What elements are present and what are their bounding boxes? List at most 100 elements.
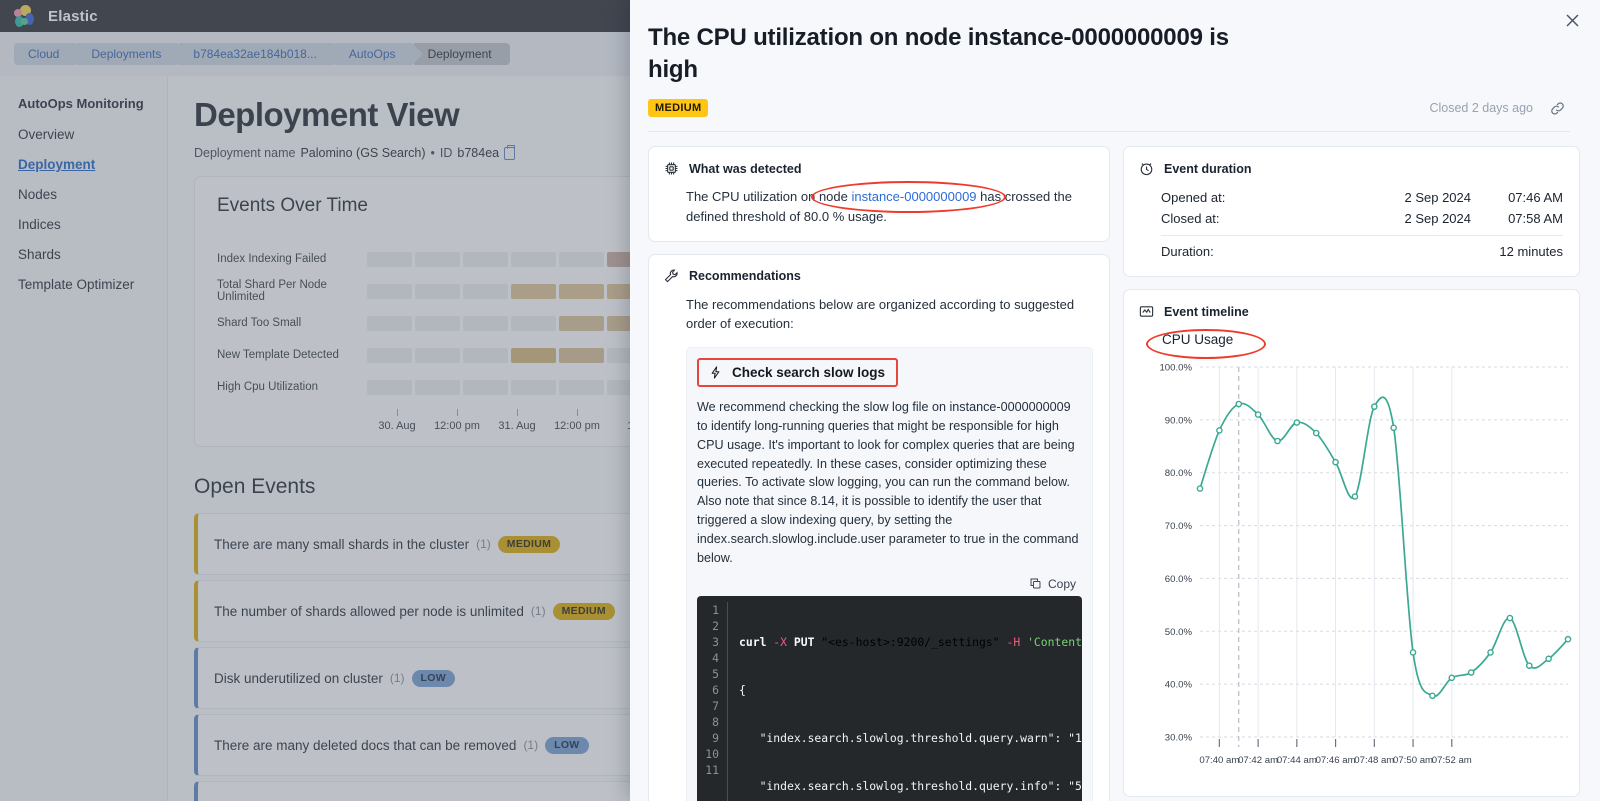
deployment-id-value: b784ea [457, 146, 500, 160]
panel-title: Recommendations [689, 269, 801, 284]
panel-title: Event duration [1164, 161, 1252, 176]
link-icon[interactable] [1549, 100, 1566, 117]
deployment-subtitle: Deployment name Palomino (GS Search) • I… [194, 144, 1600, 160]
sidebar-title: AutoOps Monitoring [18, 96, 144, 111]
svg-text:30.0%: 30.0% [1165, 733, 1193, 744]
open-events-title: Open Events [194, 475, 316, 498]
copy-icon[interactable] [504, 144, 516, 160]
what-was-detected-panel: What was detected The CPU utilization on… [648, 146, 1110, 242]
status-badge: MEDIUM [648, 99, 709, 118]
duration-label: Duration: [1161, 244, 1214, 260]
eot-row-label: New Template Detected [217, 349, 339, 361]
flyout-title: The CPU utilization on node instance-000… [648, 24, 1229, 83]
panel-header: Event duration [1138, 160, 1563, 177]
code-line-number: 11 [705, 762, 719, 777]
separator-dot: • [430, 146, 435, 160]
axis-tick-label: 12:00 pm [554, 420, 600, 432]
breadcrumb: Cloud Deployments b784ea32ae184b018... A… [14, 43, 512, 65]
code-content: curl -X PUT "<es-host>:9200/_settings" -… [727, 601, 1082, 801]
cpu-chip-icon [663, 160, 680, 177]
sidebar-item-indices[interactable]: Indices [18, 217, 61, 232]
wrench-icon [663, 268, 680, 285]
cpu-usage-line-chart[interactable]: 30.0% 40.0% 50.0% 60.0% 70.0% 80.0% 90.0% 100.0… [1144, 351, 1574, 788]
svg-text:80.0%: 80.0% [1165, 469, 1193, 480]
svg-text:07:40 am: 07:40 am [1199, 755, 1239, 766]
event-duration-table: Opened at: 2 Sep 2024 07:46 AM Closed at… [1138, 187, 1563, 262]
elastic-logo-icon [14, 5, 36, 27]
panel-title: What was detected [689, 161, 802, 176]
panel-header: Event timeline [1138, 303, 1563, 320]
recommendation-card: Check search slow logs We recommend chec… [686, 346, 1093, 801]
breadcrumb-item-cloud[interactable]: Cloud [14, 43, 87, 65]
svg-text:07:50 am: 07:50 am [1393, 755, 1433, 766]
opened-at-time: 07:46 AM [1508, 190, 1563, 206]
axis-tick-label: 12:00 pm [434, 420, 480, 432]
copy-label: Copy [1047, 576, 1076, 591]
code-line-number: 3 [712, 634, 719, 649]
node-link[interactable]: instance-0000000009 [851, 189, 977, 205]
code-line-number: 5 [712, 666, 719, 681]
flyout-header: The CPU utilization on node instance-000… [630, 0, 1600, 133]
closed-at-time: 07:58 AM [1508, 211, 1563, 227]
open-event-count: (1) [530, 604, 546, 618]
svg-text:50.0%: 50.0% [1165, 627, 1193, 638]
copy-code-button[interactable]: Copy [697, 577, 1076, 591]
svg-text:100.0%: 100.0% [1159, 363, 1192, 374]
axis-tick: 12:00 pm [427, 409, 487, 432]
code-gutter: 1 2 3 4 5 6 7 8 9 10 [697, 602, 727, 801]
sidebar-item-nodes[interactable]: Nodes [18, 187, 58, 202]
event-duration-panel: Event duration Opened at: 2 Sep 2024 07:… [1123, 146, 1580, 278]
sidebar-item-overview[interactable]: Overview [18, 127, 75, 142]
check-search-slow-logs-button[interactable]: Check search slow logs [697, 357, 899, 387]
page-title: Deployment View [194, 96, 460, 133]
bolt-icon [708, 365, 723, 380]
code-line-number: 4 [712, 650, 719, 665]
open-event-count: (1) [476, 537, 491, 551]
code-line-number: 2 [712, 618, 719, 633]
recommendations-panel: Recommendations The recommendations belo… [648, 253, 1110, 801]
deployment-name-value: Palomino (GS Search) [300, 146, 426, 160]
cpu-usage-chart: CPU Usage 30.0% 40.0% 50.0% 60.0% 70.0% 80.0%… [1138, 329, 1572, 788]
code-line-number: 10 [705, 746, 719, 761]
eot-row-label: Shard Too Small [217, 317, 302, 329]
breadcrumb-item-autoops[interactable]: AutoOps [334, 43, 423, 65]
timeline-icon [1138, 303, 1155, 320]
svg-text:07:46 am: 07:46 am [1316, 755, 1356, 766]
code-block[interactable]: 1 2 3 4 5 6 7 8 9 10 [697, 595, 1082, 801]
recommendations-intro: The recommendations below are organized … [686, 296, 1075, 332]
status-badge: MEDIUM [552, 602, 615, 620]
breadcrumb-item-deployments[interactable]: Deployments [77, 43, 189, 65]
panel-header: Recommendations [663, 268, 1093, 285]
divider [648, 131, 1570, 133]
open-event-count: (1) [389, 671, 405, 685]
open-event-text: There are many small shards in the clust… [214, 536, 470, 552]
code-line: "index.search.slowlog.threshold.query.wa… [739, 730, 1082, 745]
event-timeline-panel: Event timeline CPU Usage 30.0% 40.0% 50.0%… [1123, 289, 1580, 798]
svg-text:07:52 am: 07:52 am [1432, 755, 1472, 766]
events-over-time-title: Events Over Time [217, 195, 368, 216]
eot-row-label: Index Indexing Failed [217, 253, 327, 265]
svg-text:70.0%: 70.0% [1165, 521, 1193, 532]
recommendation-body: We recommend checking the slow log file … [697, 399, 1079, 565]
events-over-time-row: Shard Too Small [217, 307, 1555, 339]
code-line-number: 7 [712, 698, 719, 713]
table-row: Closed at: 2 Sep 2024 07:58 AM [1161, 208, 1563, 229]
event-detail-flyout: The CPU utilization on node instance-000… [630, 0, 1600, 801]
sidebar-item-deployment[interactable]: Deployment [18, 157, 96, 172]
sidebar-item-shards[interactable]: Shards [18, 247, 61, 262]
status-badge: LOW [411, 669, 455, 687]
code-line-number: 9 [712, 730, 719, 745]
breadcrumb-item-deployment-id[interactable]: b784ea32ae184b018... [179, 43, 345, 65]
open-event-text: The number of shards allowed per node is… [214, 603, 524, 619]
closed-at-label: Closed at: [1161, 211, 1220, 227]
breadcrumb-item-deployment[interactable]: Deployment [413, 43, 510, 65]
status-badge: LOW [545, 736, 589, 754]
open-event-text: Disk underutilized on cluster [214, 670, 383, 686]
flyout-body: What was detected The CPU utilization on… [630, 132, 1600, 801]
opened-at-date: 2 Sep 2024 [1404, 190, 1471, 206]
sidebar-item-template-optimizer[interactable]: Template Optimizer [18, 277, 135, 292]
close-icon[interactable] [1560, 8, 1584, 32]
chart-title: CPU Usage [1162, 332, 1234, 348]
axis-tick: 12:00 pm [547, 409, 607, 432]
open-event-text: There are many deleted docs that can be … [214, 737, 517, 753]
